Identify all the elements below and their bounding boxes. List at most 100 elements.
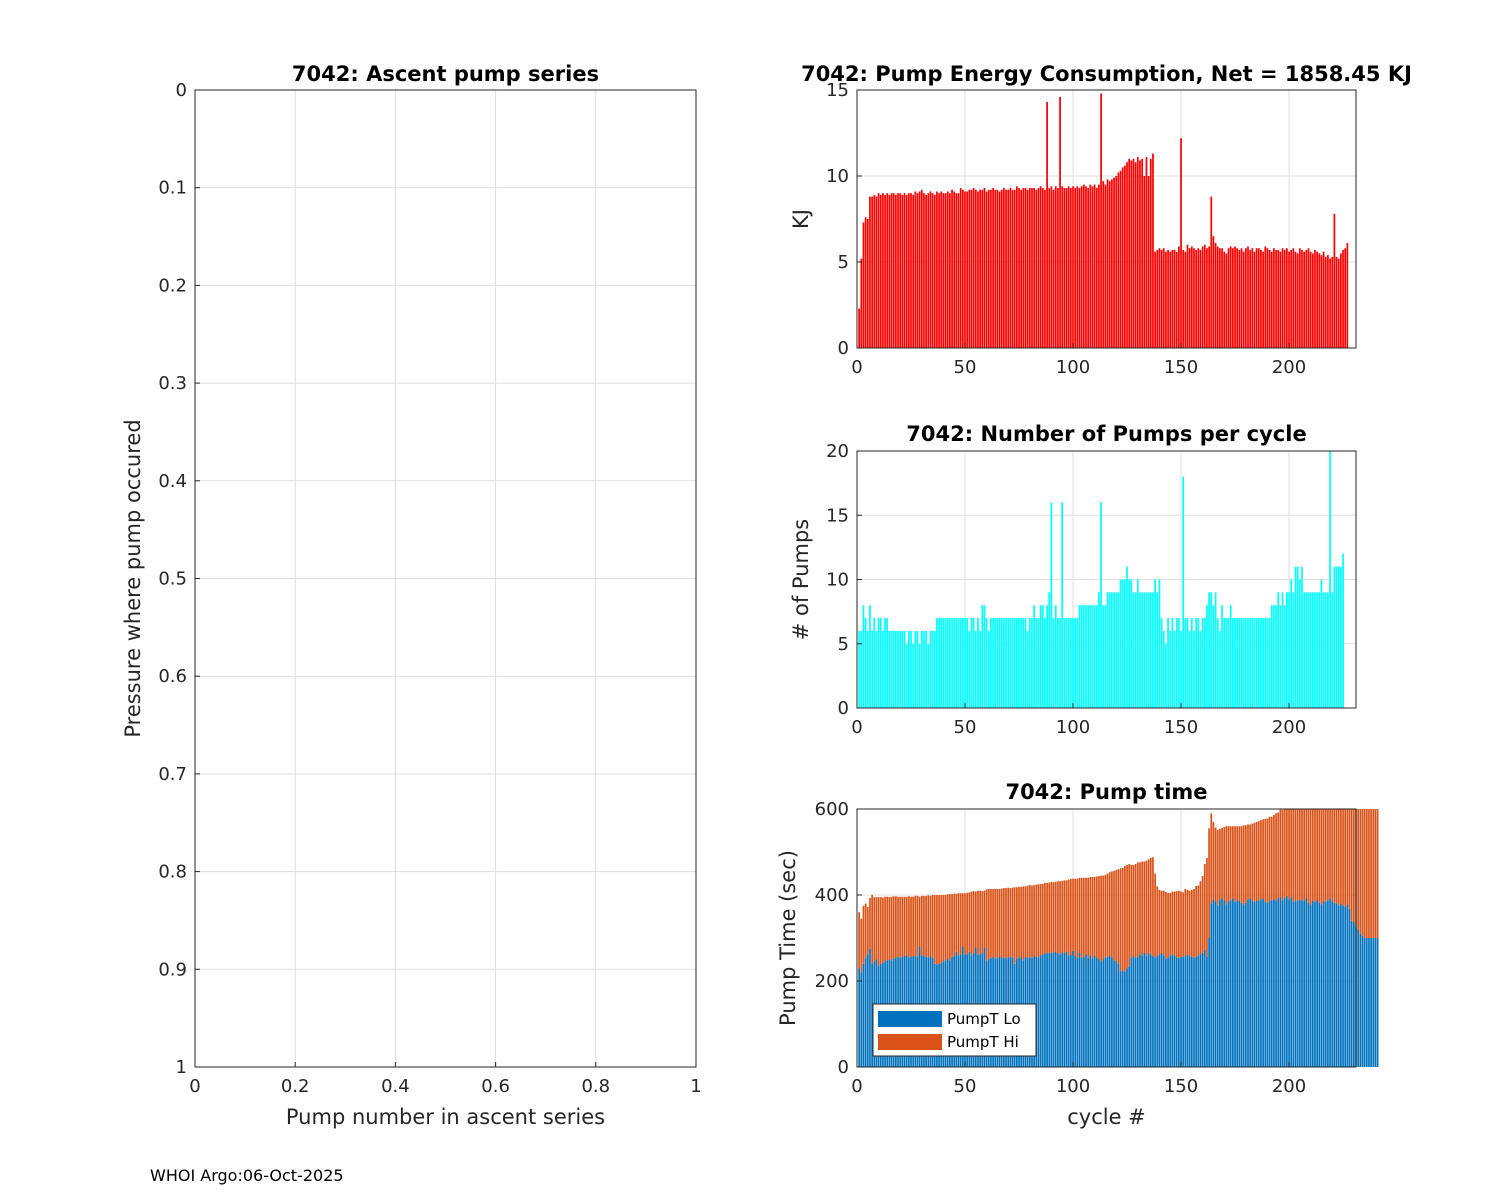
bar-pumpt-hi <box>1022 886 1025 961</box>
x-tick-label: 50 <box>954 1076 977 1097</box>
bar-pumpt-hi <box>1273 815 1275 900</box>
bar <box>1288 251 1290 348</box>
bar <box>944 193 947 348</box>
bar <box>936 191 938 348</box>
bar-pumpt-hi <box>1067 879 1070 957</box>
bar-pumpt-hi <box>897 896 899 957</box>
bar <box>1320 579 1323 708</box>
x-tick-label: 100 <box>1056 1076 1090 1097</box>
bar <box>1199 630 1202 708</box>
bar-pumpt-hi <box>1201 876 1204 953</box>
bar-pumpt-hi <box>1324 809 1327 902</box>
bar <box>1242 251 1245 348</box>
bar <box>1050 186 1053 348</box>
bar <box>1080 186 1083 348</box>
bar-pumpt-lo <box>1365 938 1368 1067</box>
bar <box>1247 618 1249 708</box>
bar <box>1186 244 1189 348</box>
bar <box>1329 451 1331 708</box>
bar-pumpt-hi <box>1234 826 1236 902</box>
bar-pumpt-lo <box>1152 956 1154 1067</box>
bar-pumpt-hi <box>1365 809 1368 938</box>
bar <box>1102 181 1105 348</box>
bar-pumpt-lo <box>864 957 867 1067</box>
bar-pumpt-hi <box>890 896 893 961</box>
bar-pumpt-hi <box>1087 877 1090 958</box>
bar-pumpt-lo <box>1085 954 1087 1067</box>
bar <box>955 193 958 348</box>
bar-pumpt-lo <box>1145 956 1148 1067</box>
bar <box>1098 592 1100 708</box>
bar <box>964 191 966 348</box>
bar-pumpt-lo <box>1126 968 1128 1067</box>
bar <box>1195 618 1198 708</box>
bar <box>1160 618 1163 708</box>
bar-pumpt-hi <box>1327 809 1329 901</box>
bar <box>1303 592 1306 708</box>
bar-pumpt-lo <box>858 968 861 1067</box>
bar-pumpt-lo <box>1232 898 1234 1067</box>
bar <box>1158 248 1161 348</box>
bar <box>873 618 876 708</box>
bar <box>903 630 906 708</box>
bar-pumpt-lo <box>1296 901 1299 1067</box>
bar-pumpt-hi <box>1223 827 1226 901</box>
bar <box>1057 188 1059 348</box>
y-tick-label: 0 <box>838 338 849 359</box>
bar-pumpt-hi <box>1024 886 1027 957</box>
bar-pumpt-hi <box>1059 881 1061 955</box>
bar-pumpt-lo <box>1275 901 1277 1067</box>
bar <box>1061 502 1064 708</box>
bar-pumpt-hi <box>1057 881 1059 954</box>
bar-pumpt-lo <box>1255 900 1258 1067</box>
bar <box>1052 189 1055 348</box>
bar-pumpt-hi <box>1283 809 1286 899</box>
bar <box>1121 579 1124 708</box>
bar <box>1279 605 1282 708</box>
bar-pumpt-lo <box>1262 898 1264 1067</box>
plot-frame <box>856 89 1357 349</box>
bar <box>996 189 999 348</box>
bar <box>1022 618 1025 708</box>
bar <box>979 189 981 348</box>
bar-pumpt-lo <box>1290 897 1293 1067</box>
bar <box>1182 476 1185 708</box>
bar-pumpt-hi <box>951 894 953 957</box>
bar-pumpt-lo <box>1169 955 1172 1067</box>
bar <box>1182 249 1185 348</box>
bar-pumpt-lo <box>1208 938 1210 1067</box>
bar <box>916 193 919 348</box>
bar <box>877 618 880 708</box>
bar <box>1227 618 1230 708</box>
x-tick-label: 200 <box>1272 357 1306 378</box>
bar-pumpt-hi <box>970 891 973 956</box>
legend-swatch-lo <box>878 1011 942 1027</box>
bar-pumpt-hi <box>1193 888 1195 958</box>
bar-pumpt-lo <box>1244 902 1247 1067</box>
bar <box>1255 248 1258 348</box>
bar-pumpt-lo <box>1193 957 1195 1067</box>
bar-pumpt-hi <box>1093 876 1096 957</box>
bar-pumpt-lo <box>1178 957 1180 1067</box>
bar <box>1005 618 1007 708</box>
bar <box>866 630 869 708</box>
bar-pumpt-hi <box>1361 809 1364 936</box>
bar-pumpt-lo <box>1273 899 1275 1067</box>
bar <box>953 191 956 348</box>
bar-pumpt-hi <box>1063 880 1066 953</box>
bar <box>1305 592 1308 708</box>
bar-pumpt-hi <box>1119 868 1122 972</box>
bar <box>1257 248 1260 348</box>
bar-pumpt-lo <box>1361 935 1364 1067</box>
bar <box>1331 256 1334 348</box>
bar-pumpt-lo <box>1160 953 1163 1067</box>
bar-pumpt-lo <box>1046 953 1048 1067</box>
bar-pumpt-lo <box>1188 956 1191 1067</box>
bar <box>862 222 865 348</box>
bar <box>964 618 966 708</box>
bar-pumpt-hi <box>1015 887 1018 959</box>
bar-pumpt-lo <box>1158 954 1161 1067</box>
y-tick-label: 20 <box>826 441 849 462</box>
bar-pumpt-hi <box>875 897 878 960</box>
bar <box>1072 618 1074 708</box>
